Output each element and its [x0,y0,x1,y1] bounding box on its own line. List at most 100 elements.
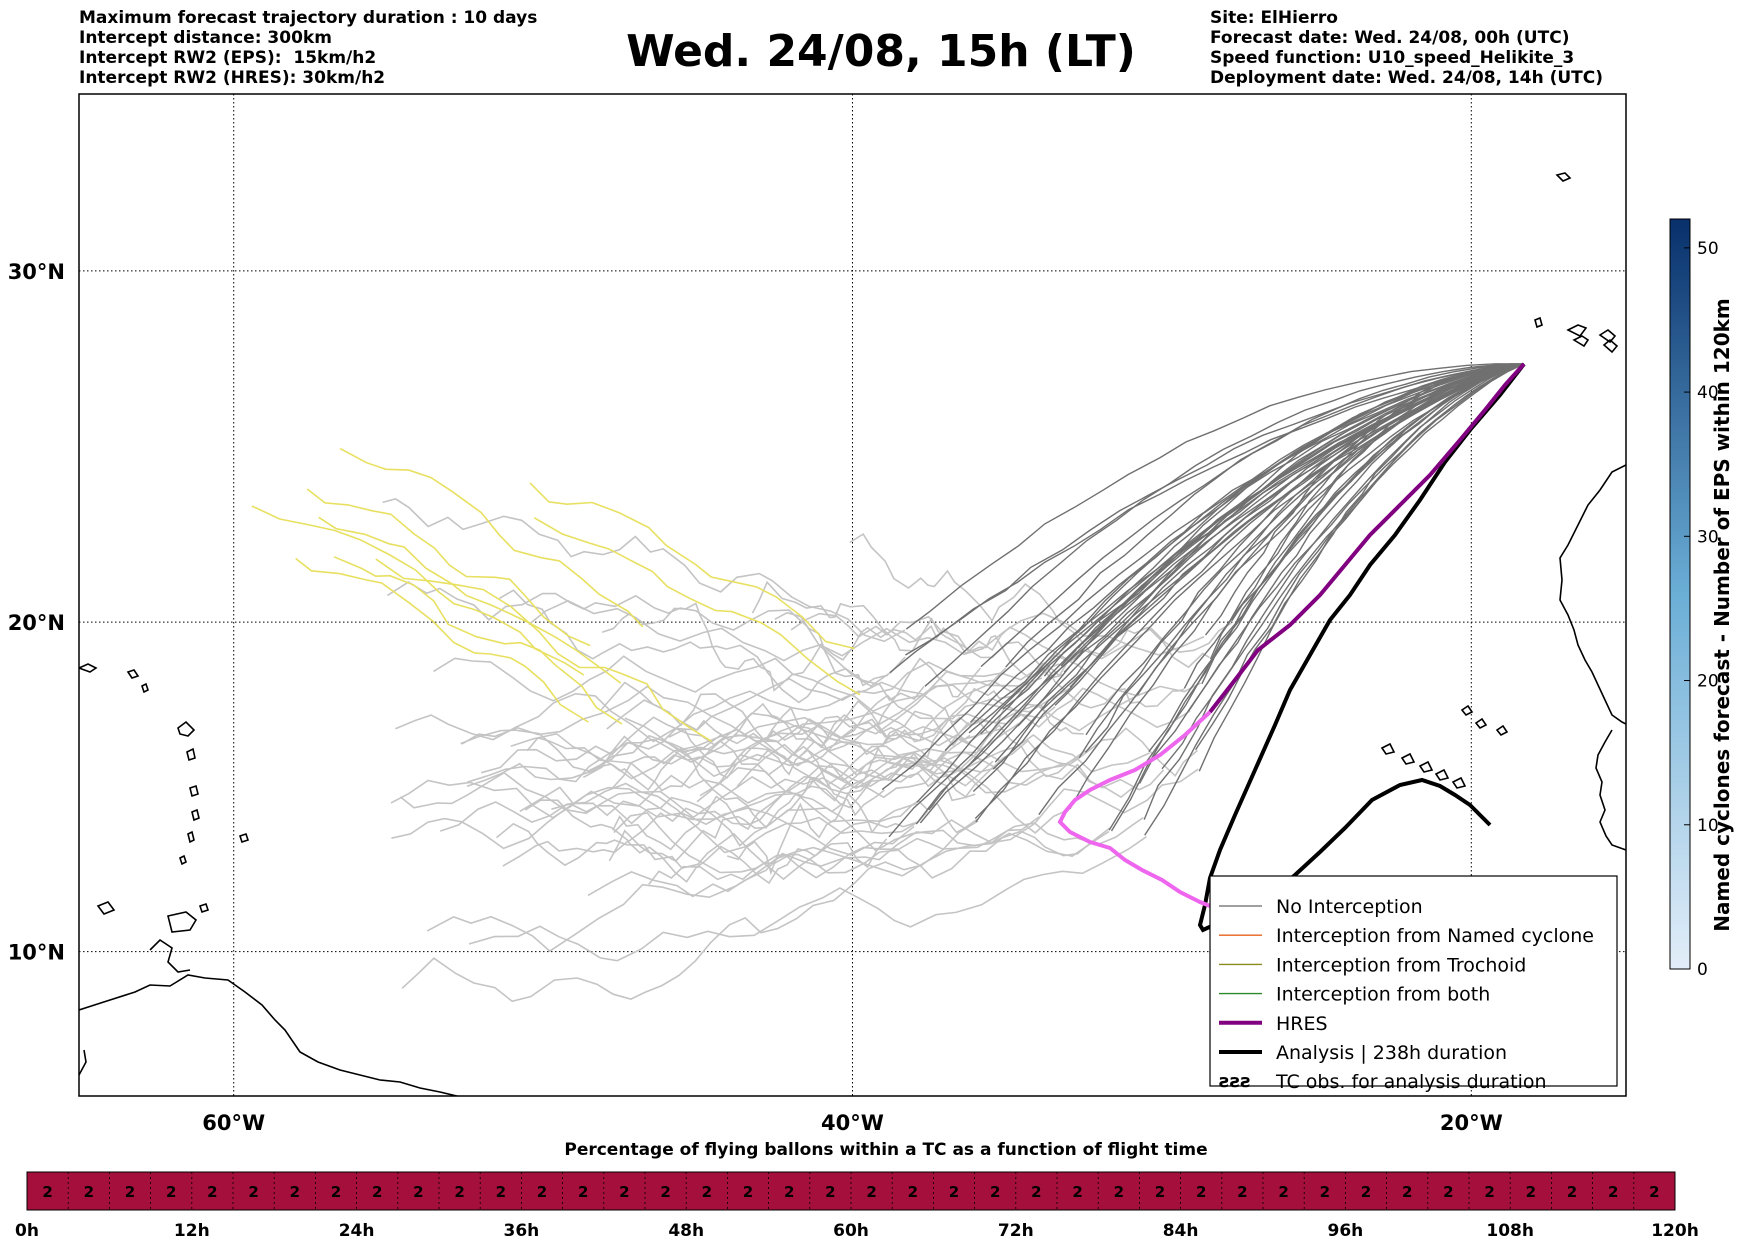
coastlines [79,172,1626,1096]
bar-cell-value: 2 [784,1183,794,1201]
eps-trajectory-light [386,581,906,688]
eps-trajectory-light [433,655,1073,713]
island-madeira [1555,172,1572,182]
eps-trajectory-dark [889,363,1525,674]
header-left-line-2: Intercept RW2 (EPS): 15km/h2 [79,48,377,68]
eps-trajectory-light [466,663,1060,787]
island-trinidad [167,911,198,933]
eps-trajectory-dark [1198,363,1525,772]
eps-trajectory-yellow [333,556,623,725]
bar-cell-value: 2 [990,1183,1000,1201]
header-right-line-1: Forecast date: Wed. 24/08, 00h (UTC) [1210,28,1570,48]
eps-trajectory-light [390,779,917,823]
eps-trajectory-light [502,838,888,885]
eps-trajectory-light [612,746,945,851]
lon-label: 20°W [1440,1111,1503,1135]
eps-trajectory-light [624,717,1139,799]
bar-cell-value: 2 [537,1183,547,1201]
eps-trajectory-light [660,657,982,747]
eps-trajectory-light [587,768,1199,898]
legend-label-2: Interception from Trochoid [1276,954,1526,976]
island-st-lucia [191,808,200,822]
bar-cell-value: 2 [1526,1183,1536,1201]
bar-cell-value: 2 [1567,1183,1577,1201]
colorbar-tick-label: 50 [1697,239,1719,259]
island-tobago [198,902,210,914]
header-right-line-2: Speed function: U10_speed_Helikite_3 [1210,48,1575,68]
eps-trajectory-light [606,654,1202,732]
colorbar-gradient [1669,218,1691,970]
eps-trajectory-dark [888,363,1525,838]
coastline-africa [1559,464,1626,725]
header-left-line-3: Intercept RW2 (HRES): 30km/h2 [79,68,386,88]
eps-trajectory-yellow [533,517,861,696]
bar-cell-value: 2 [248,1183,258,1201]
eps-trajectory-light [790,612,1232,663]
legend-label-5: Analysis | 238h duration [1276,1042,1507,1064]
legend-label-3: Interception from both [1276,984,1490,1006]
eps-trajectory-light [401,820,979,1003]
bar-cell-value: 2 [702,1183,712,1201]
bar-cell-value: 2 [660,1183,670,1201]
island-martinique [189,784,199,798]
coastline-south-america-gulf [79,1049,87,1076]
bar-cell-value: 2 [207,1183,217,1201]
island-grenada [179,854,187,866]
island-cape-verde-3 [1495,724,1509,737]
bar-cell-value: 2 [1237,1183,1247,1201]
bar-cell-value: 2 [125,1183,135,1201]
eps-trajectory-dark [980,363,1525,735]
header-right-info: Site: ElHierro Forecast date: Wed. 24/08,… [1210,8,1603,88]
bar-cell-value: 2 [290,1183,300,1201]
eps-trajectory-yellow [295,557,589,723]
eps-trajectory-dark [928,363,1525,811]
colorbar-tick-label: 0 [1697,960,1708,980]
eps-trajectory-dark [1161,363,1525,770]
cyclone-symbol-icon: ƨƨƨ [1219,1071,1251,1092]
eps-trajectory-dark [1084,363,1525,753]
legend-label-0: No Interception [1276,896,1423,918]
header-right-line-0: Site: ElHierro [1210,8,1338,28]
eps-trajectory-dark [992,363,1525,770]
eps-trajectory-dark [919,363,1525,824]
time-label: 0h [15,1221,39,1241]
bar-cell-value: 2 [1484,1183,1494,1201]
eps-trajectory-light [799,727,1199,798]
header-left-line-1: Intercept distance: 300km [79,28,332,48]
eps-trajectory-yellow [306,488,591,647]
legend-box [1209,875,1618,1087]
bar-cell-value: 2 [1361,1183,1371,1201]
eps-trajectory-dark [1069,363,1525,810]
eps-trajectory-light [608,759,976,863]
coastline-africa-senegal [1595,729,1626,851]
bar-cell-value: 2 [1320,1183,1330,1201]
island-el-hierro [1534,316,1543,329]
coastline-south-america [79,974,461,1096]
eps-trajectory-yellow [529,482,855,650]
eps-trajectory-light [382,498,906,643]
island-puerto-rico [79,663,98,673]
eps-trajectories-no-interception [881,363,1525,838]
eps-trajectory-light [668,708,1005,779]
hres-trajectory [1208,362,1526,714]
bar-cell-value: 2 [1114,1183,1124,1201]
eps-trajectory-light [480,677,1043,774]
bar-cell-value: 2 [372,1183,382,1201]
bar-cell-value: 2 [619,1183,629,1201]
bar-cell-value: 2 [578,1183,588,1201]
main-title: Wed. 24/08, 15h (LT) [626,26,1136,77]
eps-trajectory-light [601,602,889,692]
island-cape-verde-8 [1451,776,1467,789]
bar-cell-value: 2 [166,1183,176,1201]
bar-cell-value: 2 [1443,1183,1453,1201]
eps-trajectory-yellow [339,447,644,628]
eps-trajectory-light [466,733,996,790]
bar-cell-value: 2 [1402,1183,1412,1201]
eps-trajectory-light [699,751,1165,799]
bar-cell-value: 2 [743,1183,753,1201]
eps-trajectory-light [774,611,1064,680]
eps-trajectory-dark [1005,363,1525,668]
island-cape-verde-6 [1418,760,1434,773]
eps-trajectory-light [461,685,1139,747]
